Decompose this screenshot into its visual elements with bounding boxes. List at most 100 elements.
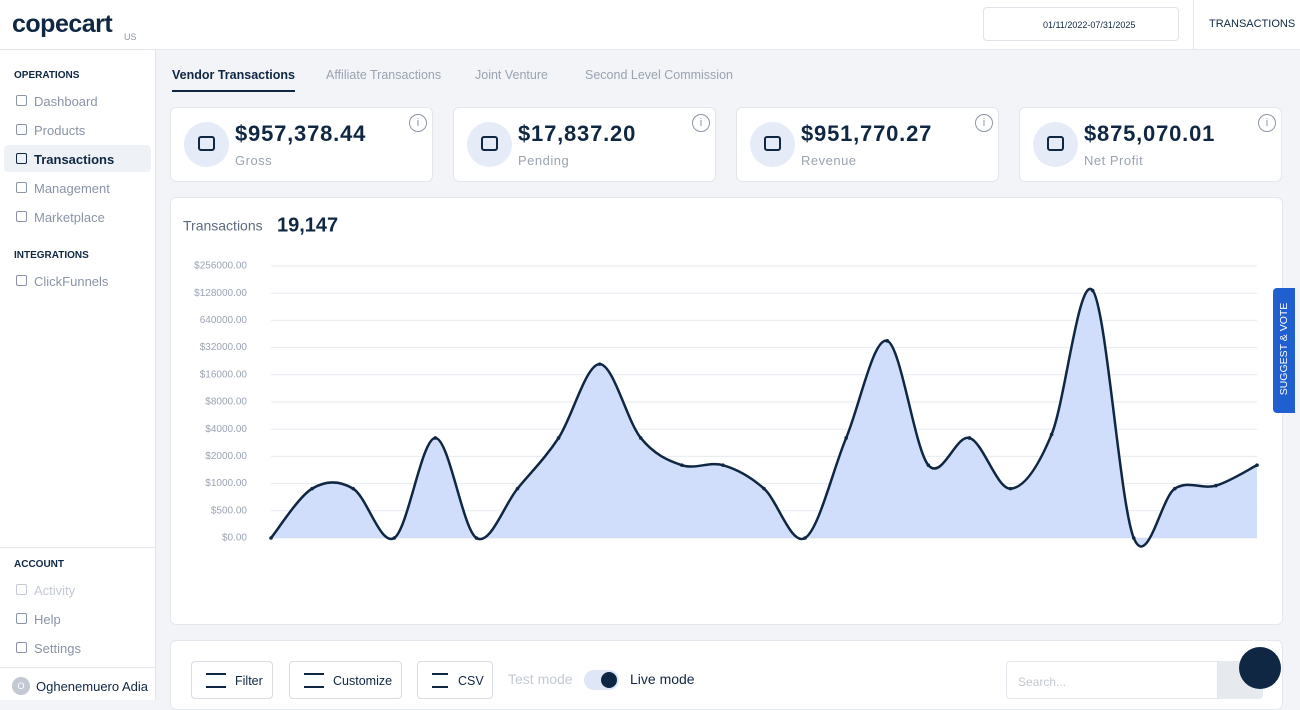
chart: Transactions 19,147 $0.00 $500.00 $1000.00… [183, 214, 1259, 548]
search-input[interactable]: Search... [1006, 661, 1218, 699]
live-mode-label: Live mode [630, 671, 695, 687]
point [844, 436, 848, 440]
y-tick-label: $4000.00 [205, 424, 247, 435]
date-picker[interactable]: 01/11/2022-07/31/2025 [983, 7, 1179, 41]
point [762, 486, 766, 491]
info-icon[interactable]: i [1258, 114, 1276, 132]
point [1049, 432, 1054, 437]
y-tick-label: 640000.00 [200, 315, 248, 326]
stat-value: $957,378.44 [235, 121, 367, 146]
label: Products [34, 123, 86, 138]
label: Marketplace [34, 210, 105, 225]
toolbar: Filter Customize CSV Test mode Live mode… [170, 640, 1283, 710]
point [638, 436, 643, 440]
stat-value: $951,770.27 [801, 121, 933, 146]
nav-item[interactable]: Products [4, 116, 151, 143]
info-icon[interactable]: i [409, 114, 427, 132]
icon [1033, 122, 1078, 167]
nav-link[interactable]: TRANSACTIONS [1193, 0, 1300, 50]
stat-label: Pending [518, 153, 570, 168]
tab[interactable]: Affiliate Transactions [326, 68, 442, 82]
info-icon[interactable]: i [975, 114, 993, 132]
chat-button[interactable] [1239, 647, 1281, 689]
header: copecart US 01/11/2022-07/31/2025 TRANSA… [0, 0, 1300, 50]
point [1173, 486, 1177, 491]
info-icon[interactable]: i [692, 114, 710, 132]
nav-item[interactable]: Transactions [4, 145, 151, 172]
y-tick-label: $16000.00 [200, 369, 248, 380]
tab[interactable]: Second Level Commission [585, 68, 733, 82]
point [392, 536, 397, 540]
logo-sub: US [124, 32, 137, 42]
label: Filter [235, 674, 263, 688]
y-tick-label: $256000.00 [194, 261, 247, 272]
filter-button[interactable]: Filter [191, 661, 273, 699]
divider [0, 547, 156, 548]
section-title: ACCOUNT [14, 559, 64, 570]
point [967, 436, 972, 440]
point [1008, 486, 1013, 491]
line [270, 287, 1258, 548]
point [597, 362, 602, 366]
sidebar: OPERATIONS Dashboard Products Transactio… [0, 50, 156, 700]
point [721, 463, 725, 467]
point [885, 339, 890, 343]
stat-card: $957,378.44 Gross i [170, 107, 433, 182]
mode-toggle[interactable] [584, 670, 619, 690]
chart-title: Transactions [183, 218, 263, 234]
point [1255, 463, 1259, 467]
stat-card: $17,837.20 Pending i [453, 107, 716, 182]
chart-card: Transactions 19,147 $0.00 $500.00 $1000.00… [170, 197, 1283, 625]
tab[interactable]: Vendor Transactions [172, 68, 295, 92]
nav-item[interactable]: Dashboard [4, 87, 151, 114]
nav-item[interactable]: Settings [4, 634, 151, 661]
chart-total: 19,147 [277, 214, 338, 236]
label: Transactions [34, 152, 115, 167]
point [474, 536, 479, 540]
area [271, 288, 1257, 547]
logo[interactable]: copecart [12, 10, 113, 38]
point [926, 463, 931, 467]
y-tick-label: $1000.00 [205, 478, 247, 489]
label: Dashboard [34, 94, 98, 109]
avatar[interactable]: O [12, 677, 30, 695]
point [680, 463, 684, 467]
stat-value: $875,070.01 [1084, 121, 1216, 146]
section-title: OPERATIONS [14, 70, 80, 81]
section-title: INTEGRATIONS [14, 250, 89, 261]
y-tick-label: $128000.00 [194, 288, 247, 299]
label: ClickFunnels [34, 274, 109, 289]
label: SUGGEST & VOTE [1278, 302, 1290, 396]
y-tick-label: $8000.00 [205, 397, 247, 408]
point [515, 486, 520, 491]
y-tick-label: $2000.00 [205, 451, 247, 462]
point [1131, 536, 1136, 540]
user-name[interactable]: Oghenemuero Adia [36, 679, 149, 694]
y-tick-label: $32000.00 [200, 342, 248, 353]
nav-item[interactable]: ClickFunnels [4, 267, 151, 294]
point [269, 536, 273, 540]
suggest-tab[interactable]: SUGGEST & VOTE [1273, 288, 1295, 413]
icon [750, 122, 795, 167]
stat-label: Gross [235, 153, 273, 168]
nav-item[interactable]: Activity [4, 576, 151, 603]
nav-item[interactable]: Help [4, 605, 151, 632]
y-tick-label: $500.00 [211, 505, 248, 516]
stat-label: Revenue [801, 153, 857, 168]
stat-card: $951,770.27 Revenue i [736, 107, 999, 182]
tab[interactable]: Joint Venture [475, 68, 548, 82]
nav-item[interactable]: Marketplace [4, 203, 151, 230]
point [803, 536, 807, 540]
customize-button[interactable]: Customize [289, 661, 402, 699]
label: CSV [458, 674, 484, 688]
csv-button[interactable]: CSV [417, 661, 493, 699]
label: Activity [34, 583, 76, 598]
label: Management [34, 181, 110, 196]
point [310, 486, 314, 491]
nav-item[interactable]: Management [4, 174, 151, 201]
label: Settings [34, 641, 81, 656]
point [351, 486, 355, 491]
y-tick-label: $0.00 [222, 533, 247, 544]
